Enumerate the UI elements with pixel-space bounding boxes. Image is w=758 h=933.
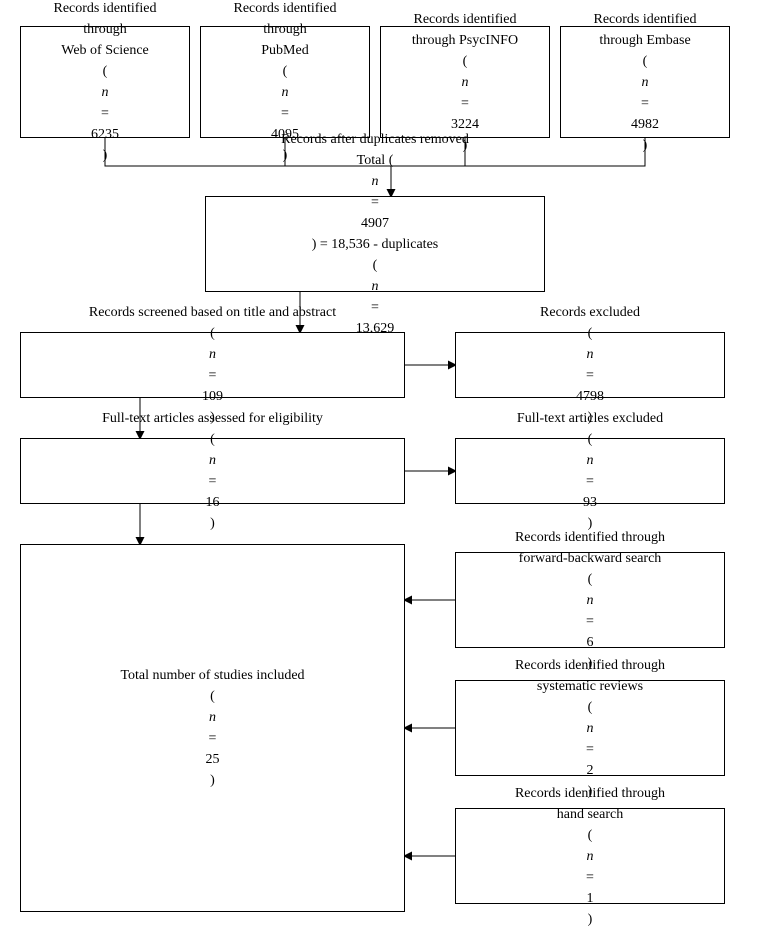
n-line: (n = 4982)	[631, 51, 659, 156]
text: through Embase	[599, 30, 690, 51]
text: Total number of studies included	[120, 665, 304, 686]
box-records-excluded: Records excluded (n = 4798)	[455, 332, 725, 398]
box-source-web-of-science: Records identified through Web of Scienc…	[20, 26, 190, 138]
n-line: (n = 93)	[583, 429, 597, 534]
flowchart-canvas: Records identified through Web of Scienc…	[0, 0, 758, 933]
text: Records identified through	[515, 527, 665, 548]
text: Records excluded	[540, 302, 640, 323]
box-hand-search: Records identified through hand search (…	[455, 808, 725, 904]
n-line: (n = 25)	[206, 686, 220, 791]
text: Web of Science	[61, 40, 149, 61]
text: Records identified	[233, 0, 336, 19]
text: PubMed	[261, 40, 308, 61]
box-after-duplicates-removed: Records after duplicates removed Total (…	[205, 196, 545, 292]
text: Records screened based on title and abst…	[89, 302, 336, 323]
box-systematic-reviews: Records identified through systematic re…	[455, 680, 725, 776]
total-line: Total (n = 4907) = 18,536 - duplicates	[312, 150, 438, 255]
box-source-pubmed: Records identified through PubMed (n = 4…	[200, 26, 370, 138]
text: Records identified through	[515, 655, 665, 676]
box-forward-backward-search: Records identified through forward-backw…	[455, 552, 725, 648]
box-records-screened: Records screened based on title and abst…	[20, 332, 405, 398]
text: hand search	[557, 804, 623, 825]
box-fulltext-excluded: Full-text articles excluded (n = 93)	[455, 438, 725, 504]
text: Records identified	[593, 9, 696, 30]
text: Records after duplicates removed	[281, 129, 469, 150]
text: Full-text articles excluded	[517, 408, 663, 429]
text: through	[263, 19, 307, 40]
box-source-embase: Records identified through Embase (n = 4…	[560, 26, 730, 138]
box-source-psycinfo: Records identified through PsycINFO (n =…	[380, 26, 550, 138]
n-line: (n = 6235)	[91, 61, 119, 166]
text: through	[83, 19, 127, 40]
text: forward-backward search	[519, 548, 662, 569]
n-line: (n = 16)	[206, 429, 220, 534]
n-line: (n = 4095)	[271, 61, 299, 166]
text: through PsycINFO	[412, 30, 518, 51]
text: Records identified	[413, 9, 516, 30]
n-line: (n = 1)	[586, 825, 594, 930]
text: Records identified through	[515, 783, 665, 804]
text: Records identified	[53, 0, 156, 19]
text: systematic reviews	[537, 676, 643, 697]
box-fulltext-assessed: Full-text articles assessed for eligibil…	[20, 438, 405, 504]
text: Full-text articles assessed for eligibil…	[102, 408, 323, 429]
box-studies-included: Total number of studies included (n = 25…	[20, 544, 405, 912]
